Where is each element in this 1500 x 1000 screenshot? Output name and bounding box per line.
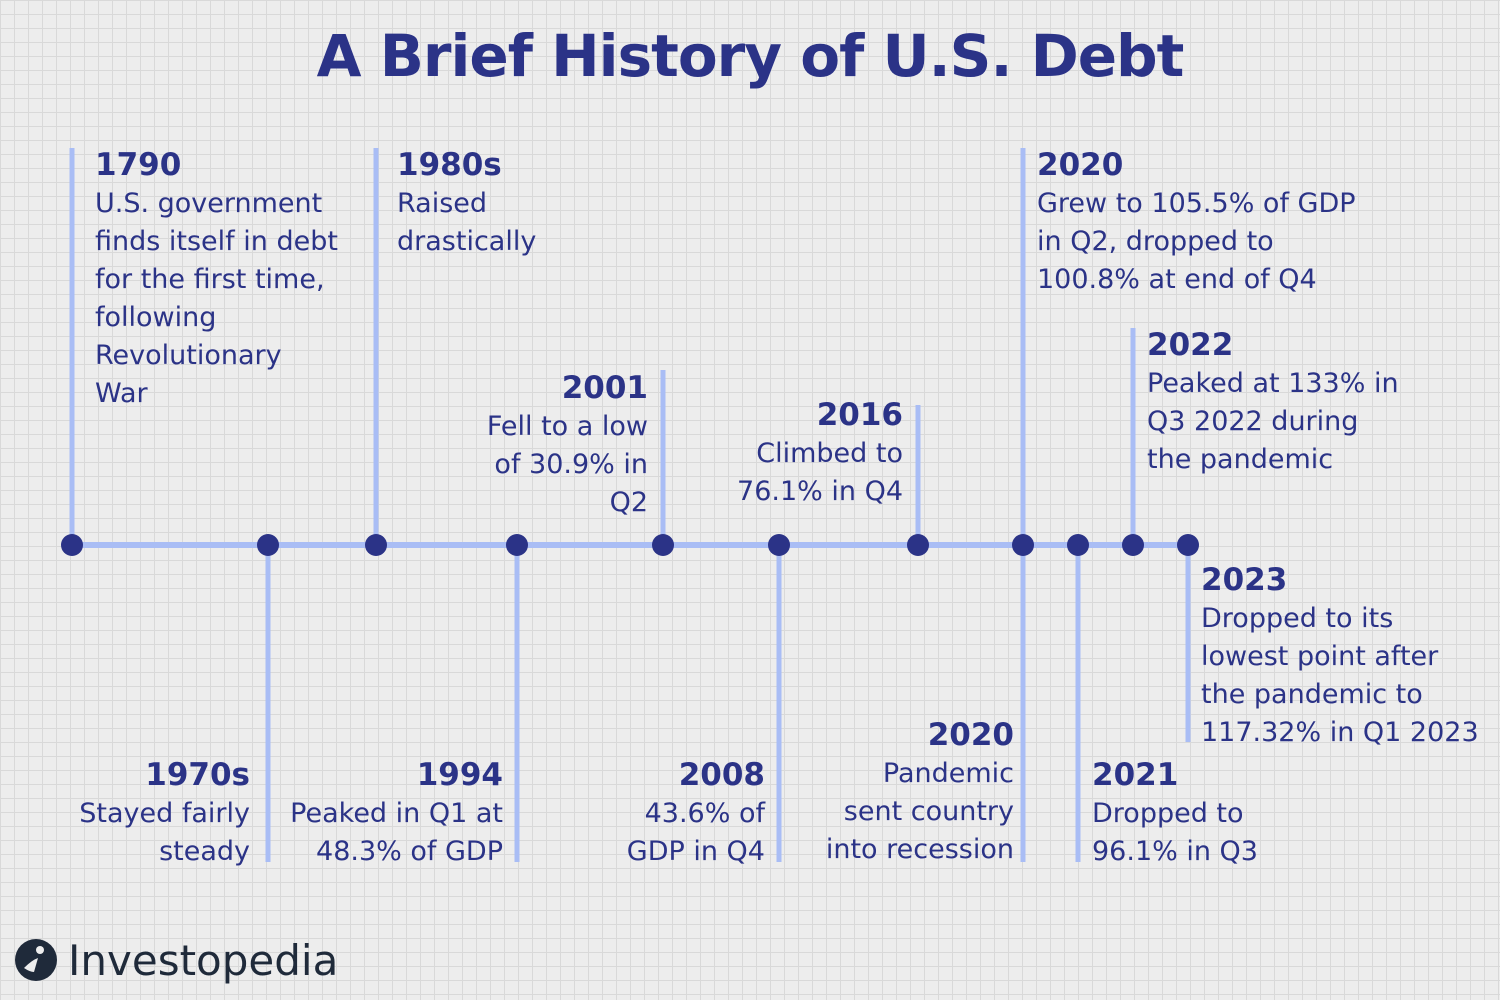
event-year: 2022 bbox=[1147, 327, 1234, 363]
event-2020-recession: 2020 Pandemic sent country into recessio… bbox=[826, 715, 1014, 869]
event-year: 1970s bbox=[145, 757, 250, 793]
event-description: Grew to 105.5% of GDP in Q2, dropped to … bbox=[1037, 188, 1356, 295]
event-description: Dropped to 96.1% in Q3 bbox=[1092, 798, 1258, 867]
event-year: 2001 bbox=[561, 370, 648, 406]
timeline-dot-2 bbox=[365, 534, 387, 556]
event-description: 43.6% of GDP in Q4 bbox=[626, 798, 765, 867]
event-year: 1994 bbox=[416, 757, 503, 793]
brand-logo: Investopedia bbox=[14, 928, 338, 992]
event-description: Climbed to 76.1% in Q4 bbox=[737, 438, 903, 507]
event-1970s: 1970s Stayed fairly steady bbox=[79, 755, 250, 871]
timeline-dot-10 bbox=[1177, 534, 1199, 556]
event-description: Peaked in Q1 at 48.3% of GDP bbox=[290, 798, 503, 867]
event-2021: 2021 Dropped to 96.1% in Q3 bbox=[1092, 755, 1258, 871]
brand-name: Investopedia bbox=[68, 935, 339, 985]
event-description: Fell to a low of 30.9% in Q2 bbox=[486, 411, 648, 518]
timeline-dot-3 bbox=[506, 534, 528, 556]
event-1980s: 1980s Raised drastically bbox=[397, 145, 536, 261]
investopedia-logo-icon bbox=[15, 939, 57, 981]
event-description: Stayed fairly steady bbox=[79, 798, 250, 867]
timeline-dot-1 bbox=[257, 534, 279, 556]
event-year: 2008 bbox=[678, 757, 765, 793]
event-year: 2020 bbox=[927, 717, 1014, 753]
event-year: 2016 bbox=[816, 397, 903, 433]
event-description: Raised drastically bbox=[397, 188, 537, 257]
timeline-dot-6 bbox=[907, 534, 929, 556]
timeline-dot-4 bbox=[652, 534, 674, 556]
event-2020-gdp: 2020 Grew to 105.5% of GDP in Q2, droppe… bbox=[1037, 145, 1356, 299]
timeline-dot-8 bbox=[1067, 534, 1089, 556]
event-description: Pandemic sent country into recession bbox=[825, 758, 1014, 865]
event-1994: 1994 Peaked in Q1 at 48.3% of GDP bbox=[290, 755, 503, 871]
event-2008: 2008 43.6% of GDP in Q4 bbox=[627, 755, 765, 871]
event-year: 2021 bbox=[1092, 757, 1179, 793]
event-year: 2020 bbox=[1037, 147, 1124, 183]
event-2023: 2023 Dropped to its lowest point after t… bbox=[1201, 560, 1479, 752]
timeline-dot-0 bbox=[61, 534, 83, 556]
event-2016: 2016 Climbed to 76.1% in Q4 bbox=[737, 395, 903, 511]
timeline-dot-7 bbox=[1012, 534, 1034, 556]
timeline-dot-9 bbox=[1122, 534, 1144, 556]
event-year: 2023 bbox=[1201, 562, 1288, 598]
event-description: Dropped to its lowest point after the pa… bbox=[1201, 603, 1479, 748]
event-description: U.S. government finds itself in debt for… bbox=[95, 188, 338, 409]
event-2001: 2001 Fell to a low of 30.9% in Q2 bbox=[487, 368, 648, 522]
timeline-dot-5 bbox=[768, 534, 790, 556]
event-1790: 1790 U.S. government finds itself in deb… bbox=[95, 145, 338, 413]
page-title: A Brief History of U.S. Debt bbox=[316, 22, 1185, 90]
event-year: 1980s bbox=[397, 147, 502, 183]
event-year: 1790 bbox=[95, 147, 182, 183]
event-2022: 2022 Peaked at 133% in Q3 2022 during th… bbox=[1147, 325, 1399, 479]
event-description: Peaked at 133% in Q3 2022 during the pan… bbox=[1147, 368, 1399, 475]
